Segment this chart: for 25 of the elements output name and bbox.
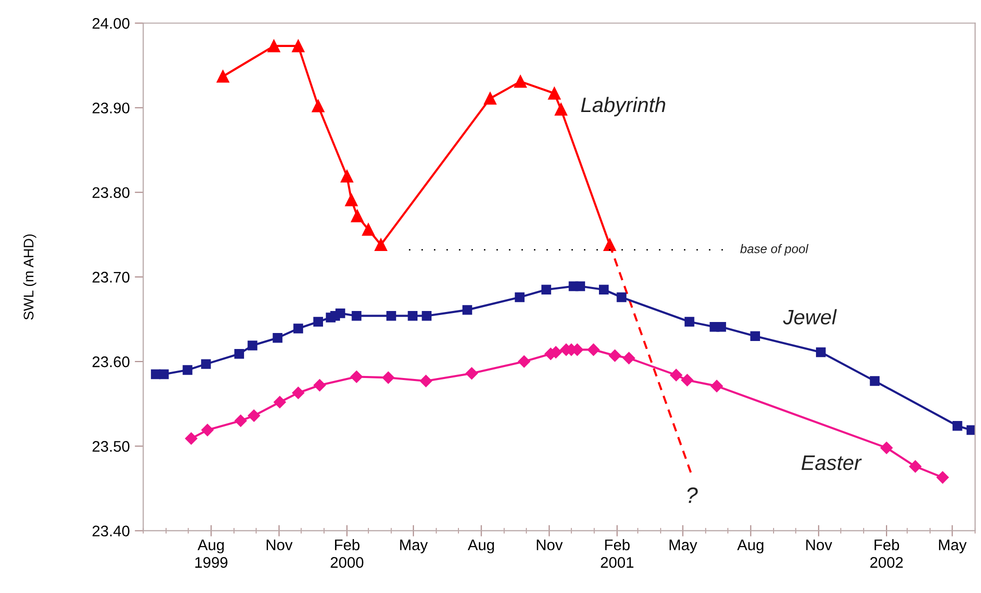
- y-tick-label: 24.00: [92, 18, 130, 29]
- x-tick-label: May: [670, 540, 698, 554]
- x-tick-label: Nov: [266, 540, 293, 550]
- x-tick-label: Feb 2002: [870, 539, 903, 568]
- y-tick-label: 23.50: [92, 441, 130, 452]
- y-tick-label: 23.60: [92, 356, 130, 368]
- x-tick-label: May: [939, 540, 967, 554]
- annotation: ?: [687, 487, 698, 503]
- x-tick-label: Nov: [806, 540, 832, 550]
- x-tick-label: Aug: [468, 540, 494, 554]
- x-tick-label: Feb 2001: [600, 539, 634, 568]
- x-tick-label: Nov: [536, 540, 563, 550]
- series-label: base of pool: [740, 244, 808, 256]
- y-axis-title: SWL (m AHD): [23, 234, 36, 320]
- x-tick-label: Aug 1999: [195, 540, 228, 568]
- series-label: Easter: [802, 456, 862, 470]
- x-tick-label: May: [400, 540, 428, 554]
- y-tick-label: 23.90: [92, 102, 130, 114]
- series-label: Jewel: [783, 309, 837, 324]
- y-tick-label: 23.40: [92, 526, 130, 536]
- x-tick-label: Aug: [737, 540, 764, 554]
- series-label: Labyrinth: [581, 96, 666, 116]
- y-tick-label: 23.80: [92, 187, 130, 198]
- y-tick-label: 23.70: [92, 272, 130, 283]
- x-tick-label: Feb 2000: [330, 539, 364, 568]
